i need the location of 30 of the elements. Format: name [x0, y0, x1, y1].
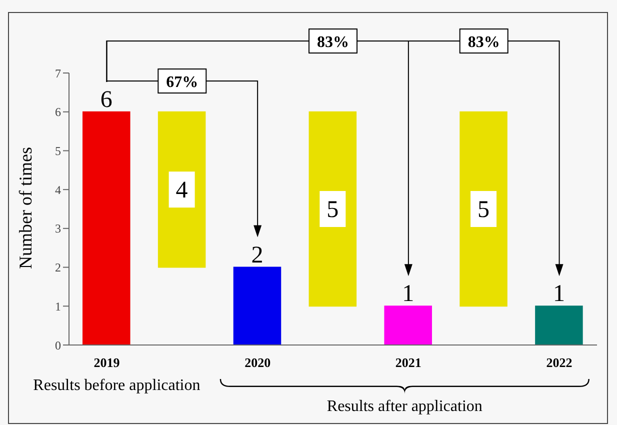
- annotation: 67%: [166, 74, 198, 91]
- x-tick-label: 2020: [244, 355, 271, 370]
- bar: [384, 306, 432, 345]
- y-axis-title: Number of times: [15, 147, 36, 269]
- text: 83%: [317, 34, 349, 51]
- y-tick-label: 6: [55, 105, 61, 120]
- text: Results after application: [326, 398, 482, 415]
- y-tick-label: 5: [55, 144, 61, 158]
- y-tick-label: 3: [55, 222, 61, 236]
- data-label: 1: [402, 281, 414, 308]
- bar: [233, 266, 282, 345]
- bar: [308, 111, 357, 307]
- data-label: 5: [478, 197, 490, 223]
- bar: [82, 111, 130, 345]
- x-tick-label: 2022: [546, 355, 572, 370]
- y-tick-label: 4: [55, 182, 61, 197]
- text: Results before application: [33, 377, 200, 394]
- data-label: 6: [100, 86, 112, 113]
- bar: [535, 306, 583, 345]
- y-tick-label: 7: [55, 66, 61, 80]
- x-tick-label: 2021: [395, 355, 422, 370]
- data-label: 2: [251, 242, 264, 268]
- data-label: 5: [326, 197, 339, 223]
- y-tick-label: 0: [55, 338, 61, 352]
- text: 83%: [468, 34, 500, 51]
- x-tick-label: 2019: [94, 355, 120, 370]
- data-label: 4: [176, 178, 188, 204]
- y-tick-label: 1: [55, 299, 61, 314]
- data-label: 1: [552, 281, 565, 308]
- y-tick-label: 2: [55, 260, 61, 275]
